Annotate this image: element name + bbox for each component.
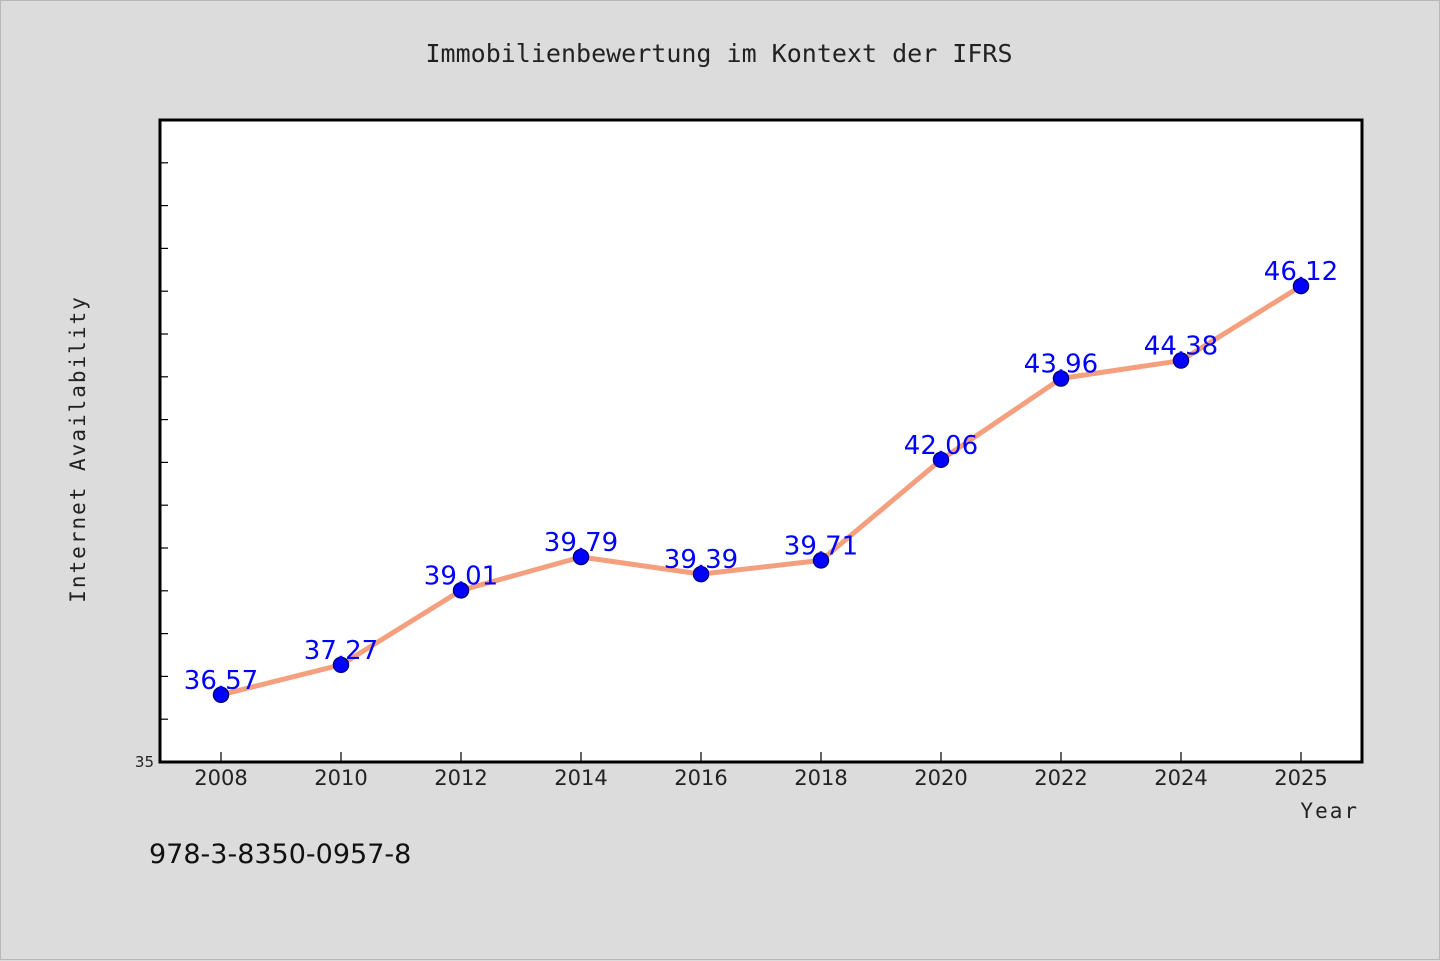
x-tick-label: 2008 — [194, 766, 247, 790]
y-axis-tick-labels: 35 — [135, 753, 154, 771]
data-point — [1292, 277, 1310, 295]
x-tick-label: 2010 — [314, 766, 367, 790]
x-tick-label: 2012 — [434, 766, 487, 790]
data-point — [1172, 352, 1190, 369]
data-label: 36.57 — [184, 666, 258, 696]
chart-title: Immobilienbewertung im Kontext der IFRS — [426, 39, 1013, 68]
data-point — [692, 565, 710, 583]
x-axis-label: Year — [1300, 799, 1359, 823]
data-label: 44.38 — [1144, 332, 1218, 362]
data-label: 39.79 — [544, 528, 618, 558]
data-labels: 36.57 37.27 39.01 39.79 39.39 39.71 42.06 43.96… — [184, 257, 1338, 696]
data-label: 39.39 — [664, 545, 738, 575]
data-point — [332, 656, 350, 674]
data-point — [572, 548, 590, 566]
x-tick-label: 2022 — [1034, 766, 1087, 790]
data-label: 39.71 — [784, 531, 858, 561]
isbn-text: 978-3-8350-0957-8 — [149, 839, 411, 870]
series-markers — [212, 277, 1310, 704]
x-tick-label: 2020 — [914, 766, 967, 790]
y-axis-ticks — [160, 162, 168, 720]
data-label: 42.06 — [904, 431, 978, 461]
data-point — [212, 686, 230, 704]
x-axis-ticks — [220, 752, 1302, 762]
data-point — [1052, 370, 1070, 387]
y-tick-label: 35 — [135, 753, 154, 771]
data-point — [932, 451, 950, 469]
data-label: 37.27 — [304, 636, 378, 666]
data-label: 39.01 — [424, 561, 498, 591]
x-tick-label: 2014 — [554, 766, 607, 790]
x-tick-label: 2018 — [794, 766, 847, 790]
data-point — [812, 552, 830, 569]
x-tick-label: 2024 — [1154, 766, 1207, 790]
x-axis-tick-labels: 2008 2010 2012 2014 2016 2018 2020 2022 2024 2025 — [194, 766, 1327, 790]
y-axis-label: Internet Availability — [66, 295, 90, 603]
data-label: 46.12 — [1264, 257, 1338, 287]
data-point — [452, 582, 470, 599]
x-tick-label: 2025 — [1274, 766, 1327, 790]
x-tick-label: 2016 — [674, 766, 727, 790]
data-label: 43.96 — [1024, 350, 1098, 380]
series-line — [218, 283, 1304, 698]
